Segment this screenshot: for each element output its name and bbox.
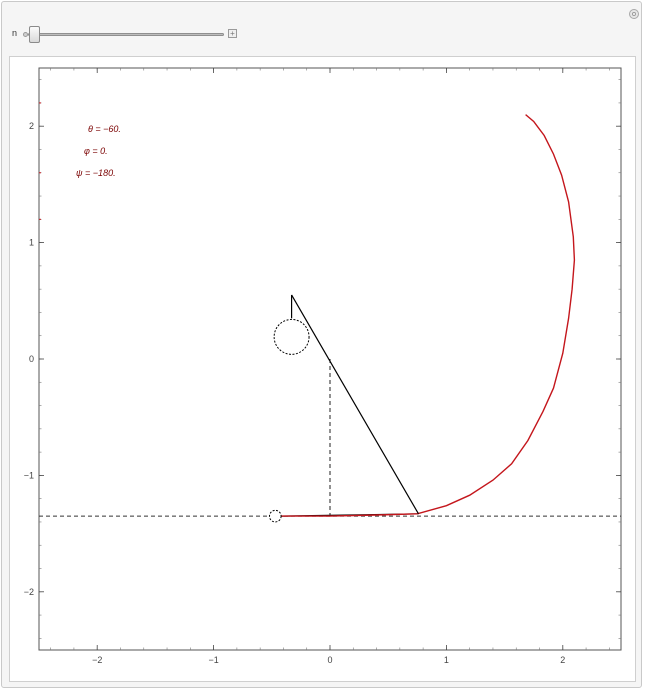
y-tick-label: 0: [29, 354, 34, 364]
x-tick-label: 1: [444, 655, 449, 665]
y-tick-label: 1: [29, 238, 34, 248]
y-tick-label: −1: [24, 470, 34, 480]
close-icon[interactable]: [629, 9, 639, 19]
annotation-psi: ψ = −180.: [76, 168, 116, 178]
x-tick-label: −2: [92, 655, 102, 665]
pivot-circle: [268, 509, 282, 523]
x-tick-label: 0: [327, 655, 332, 665]
plot-area: −2 −1 0 1 2 2 1 0 −1 −2 θ = −60. φ = 0. ψ = −180.: [9, 56, 636, 682]
x-tick-label: 2: [560, 655, 565, 665]
slider-expand-icon[interactable]: +: [228, 29, 237, 38]
y-tick-label: −2: [24, 587, 34, 597]
plot-svg: −2 −1 0 1 2 2 1 0 −1 −2 θ = −60. φ = 0. ψ = −180.: [24, 67, 622, 665]
parameter-slider[interactable]: [28, 33, 224, 36]
trajectory-curve: [275, 114, 576, 517]
slider-start-icon: [23, 32, 28, 37]
y-tick-label: 2: [29, 121, 34, 131]
annotation-phi: φ = 0.: [84, 146, 108, 156]
pendulum-rod: [291, 294, 419, 515]
annotation-theta: θ = −60.: [88, 124, 121, 134]
pendulum-bob-circle: [273, 318, 310, 355]
slider-label: n: [12, 28, 18, 38]
slider-thumb[interactable]: [29, 26, 40, 43]
x-tick-label: −1: [208, 655, 218, 665]
